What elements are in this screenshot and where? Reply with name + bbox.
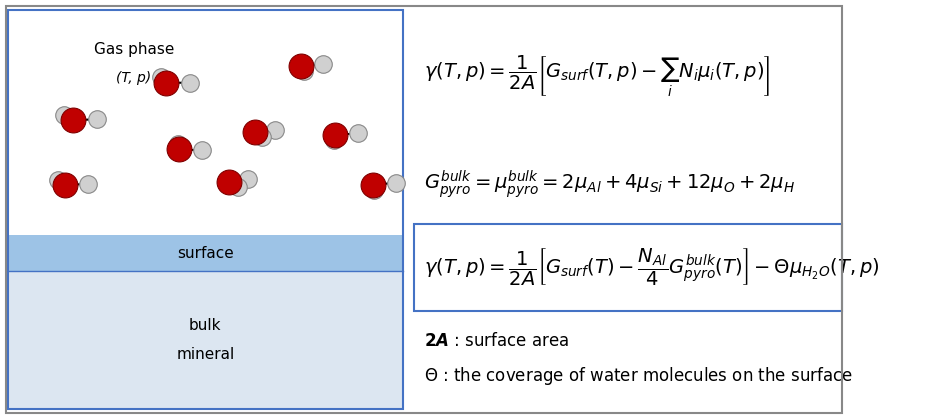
Point <box>159 79 174 86</box>
Text: $G^{bulk}_{pyro}=\mu^{bulk}_{pyro}=2\mu_{Al}+4\mu_{Si}+12\mu_O+2\mu_H$: $G^{bulk}_{pyro}=\mu^{bulk}_{pyro}=2\mu_… <box>423 168 795 200</box>
Point <box>247 129 262 136</box>
Text: surface: surface <box>177 246 234 261</box>
Point <box>350 130 365 137</box>
Point <box>170 141 185 147</box>
Circle shape <box>256 135 268 140</box>
Circle shape <box>185 80 195 85</box>
Point <box>194 147 209 154</box>
Point <box>297 68 312 75</box>
Point <box>254 134 269 141</box>
Circle shape <box>56 181 73 189</box>
Circle shape <box>65 116 82 124</box>
Circle shape <box>171 145 187 153</box>
Circle shape <box>53 177 63 182</box>
Text: mineral: mineral <box>177 347 235 362</box>
Point <box>316 61 331 67</box>
Point <box>50 176 65 183</box>
Circle shape <box>329 137 339 142</box>
Bar <box>8 272 403 409</box>
Circle shape <box>364 181 381 189</box>
Point <box>56 112 71 119</box>
Circle shape <box>58 112 69 118</box>
Bar <box>8 10 403 235</box>
Circle shape <box>243 176 254 182</box>
Circle shape <box>84 182 94 187</box>
Circle shape <box>300 69 310 74</box>
Text: (T, p): (T, p) <box>116 71 151 85</box>
Circle shape <box>270 127 281 132</box>
Point <box>153 74 168 81</box>
Bar <box>413 224 841 311</box>
Text: $\gamma(T,p)=\dfrac{1}{2A}\left[G_{surf}(T)-\dfrac{N_{Al}}{4}G^{bulk}_{pyro}(T)\: $\gamma(T,p)=\dfrac{1}{2A}\left[G_{surf}… <box>423 247 879 288</box>
Circle shape <box>156 75 166 80</box>
Circle shape <box>92 117 102 122</box>
Point <box>328 131 343 138</box>
Circle shape <box>353 131 364 136</box>
Circle shape <box>318 61 329 67</box>
Point <box>222 179 237 186</box>
Circle shape <box>221 178 238 186</box>
Bar <box>8 235 403 272</box>
Text: Gas phase: Gas phase <box>94 42 174 57</box>
Point <box>294 62 309 69</box>
Point <box>366 186 381 193</box>
Circle shape <box>246 128 263 137</box>
Point <box>89 116 104 123</box>
Text: $\boldsymbol{2A}$ : surface area: $\boldsymbol{2A}$ : surface area <box>423 331 569 349</box>
Circle shape <box>197 148 208 153</box>
Circle shape <box>293 62 310 70</box>
Point <box>231 184 246 191</box>
Point <box>171 146 186 153</box>
Text: bulk: bulk <box>189 318 222 333</box>
Point <box>388 180 403 186</box>
Text: $\gamma(T,p)=\dfrac{1}{2A}\left[G_{surf}(T,p)-\sum_{i}N_i\mu_i(T,p)\right]$: $\gamma(T,p)=\dfrac{1}{2A}\left[G_{surf}… <box>423 54 770 99</box>
Text: $\Theta$ : the coverage of water molecules on the surface: $\Theta$ : the coverage of water molecul… <box>423 365 853 387</box>
Circle shape <box>158 78 175 87</box>
Circle shape <box>234 185 244 190</box>
Point <box>66 116 81 123</box>
Circle shape <box>327 130 344 139</box>
Circle shape <box>391 180 402 186</box>
Point <box>268 127 283 133</box>
Point <box>365 181 380 188</box>
Point <box>327 137 342 143</box>
Point <box>57 181 72 188</box>
Bar <box>8 10 403 409</box>
Point <box>81 181 96 188</box>
Point <box>182 80 197 86</box>
Circle shape <box>173 141 183 146</box>
Circle shape <box>369 187 379 192</box>
Point <box>240 176 255 183</box>
